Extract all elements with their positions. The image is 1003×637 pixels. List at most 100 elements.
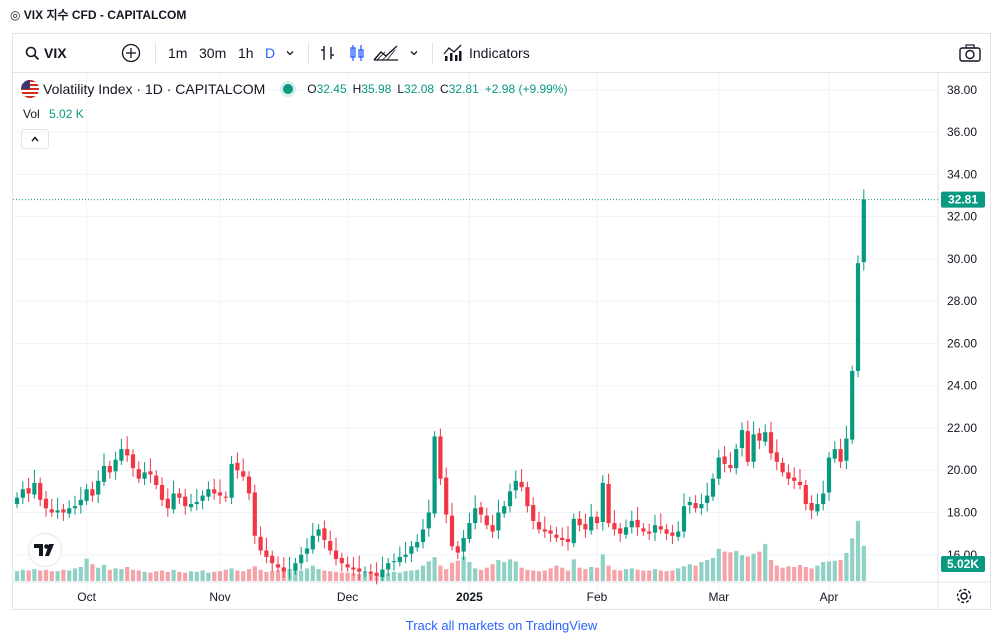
y-tick-label: 26.00 <box>947 336 977 350</box>
x-tick-label: 2025 <box>456 590 483 604</box>
interval-1h[interactable]: 1h <box>238 45 254 61</box>
candle-body <box>623 527 629 535</box>
candle-body <box>235 462 240 471</box>
gear-icon <box>956 588 972 604</box>
candle-body <box>171 493 176 510</box>
volume-bar <box>745 556 750 581</box>
volume-bar <box>496 560 501 581</box>
candle-body <box>96 480 101 495</box>
candle-body <box>565 538 571 543</box>
collapse-legend-button[interactable] <box>21 129 49 149</box>
candle-body <box>258 536 263 551</box>
volume-bar <box>130 569 136 581</box>
candle-body <box>728 464 733 469</box>
volume-bar <box>478 569 484 581</box>
volume-bar <box>635 569 640 581</box>
volume-bar <box>589 567 594 581</box>
price-chart[interactable]: 16.0018.0020.0022.0024.0026.0028.0030.00… <box>13 73 990 610</box>
volume-bar <box>687 564 692 581</box>
volume-bar <box>351 573 356 581</box>
volume-bar <box>525 569 530 581</box>
high-label: H <box>352 82 362 96</box>
candle-body <box>513 480 518 491</box>
symbol-search[interactable]: VIX <box>25 34 67 72</box>
y-tick-label: 36.00 <box>947 125 977 139</box>
volume-bar <box>397 572 402 581</box>
toolbar-divider <box>155 42 156 64</box>
candle-body <box>734 449 739 469</box>
candles-button[interactable] <box>348 34 366 72</box>
volume-bar <box>391 571 397 581</box>
candle-body <box>322 528 327 540</box>
candle-body <box>328 541 333 551</box>
volume-bar <box>67 570 72 581</box>
volume-bar <box>217 571 223 581</box>
candle-body <box>206 489 211 497</box>
candle-body <box>438 436 443 479</box>
y-tick-label: 30.00 <box>947 252 977 266</box>
low-label: L <box>397 82 405 96</box>
candle-body <box>374 572 379 576</box>
chart-settings-button[interactable] <box>955 587 973 610</box>
volume-bar <box>699 562 704 581</box>
candle-body <box>577 518 582 526</box>
candle-body <box>275 564 281 568</box>
volume-bar <box>200 570 205 581</box>
indicators-button[interactable]: Indicators <box>443 34 530 72</box>
volume-bar <box>763 543 768 581</box>
candle-body <box>722 456 727 464</box>
snapshot-button[interactable] <box>959 34 981 72</box>
symbol-description: Volatility Index · 1D · CAPITALCOM <box>43 81 266 97</box>
candle-body <box>252 492 257 536</box>
volume-bar <box>154 571 159 581</box>
candle-body <box>165 498 170 509</box>
compare-button[interactable] <box>121 34 141 72</box>
toolbar-divider <box>308 42 309 64</box>
candle-body <box>426 512 431 529</box>
volume-bar <box>507 559 513 581</box>
candle-body <box>310 535 315 550</box>
chart-type-dropdown[interactable] <box>409 34 419 72</box>
volume-bar <box>809 568 814 581</box>
volume-bar <box>652 569 658 581</box>
interval-d[interactable]: D <box>265 45 276 61</box>
volume-bar <box>362 573 368 581</box>
area-style-button[interactable] <box>373 34 399 72</box>
volume-bar <box>821 562 826 581</box>
interval-dropdown[interactable] <box>285 34 295 72</box>
y-tick-label: 22.00 <box>947 421 977 435</box>
volume-bar <box>612 569 617 581</box>
candle-body <box>223 496 228 498</box>
candle-body <box>194 501 199 505</box>
tradingview-logo[interactable] <box>29 534 61 566</box>
candle-body <box>571 518 576 544</box>
volume-bar <box>548 568 553 581</box>
volume-bar <box>246 569 252 581</box>
volume-bar <box>43 569 49 581</box>
volume-bar <box>386 573 391 581</box>
track-markets-link[interactable]: Track all markets on TradingView <box>405 618 598 633</box>
candle-body <box>67 508 72 514</box>
bar-style-button[interactable] <box>319 34 337 72</box>
page-title: ◎ VIX 지수 CFD - CAPITALCOM <box>10 8 187 22</box>
candle-body <box>415 542 420 548</box>
candle-body <box>281 567 286 572</box>
open-value: 32.45 <box>316 82 347 96</box>
candle-body <box>455 546 460 553</box>
candle-body <box>478 507 484 515</box>
chart-legend: Volatility Index · 1D · CAPITALCOM O 32.… <box>21 80 567 98</box>
candle-body <box>212 489 217 494</box>
volume-bar <box>792 567 797 581</box>
volume-bar <box>623 569 629 581</box>
volume-bar <box>241 571 246 581</box>
candle-body <box>861 199 866 263</box>
volume-bar <box>20 569 25 581</box>
interval-1m[interactable]: 1m <box>168 45 188 61</box>
volume-bar <box>577 567 582 581</box>
volume-bar <box>768 560 774 581</box>
candle-body <box>606 483 611 524</box>
last-volume-tag <box>941 556 985 572</box>
candle-body <box>844 438 849 461</box>
interval-30m[interactable]: 30m <box>199 45 227 61</box>
volume-bar <box>844 553 849 581</box>
